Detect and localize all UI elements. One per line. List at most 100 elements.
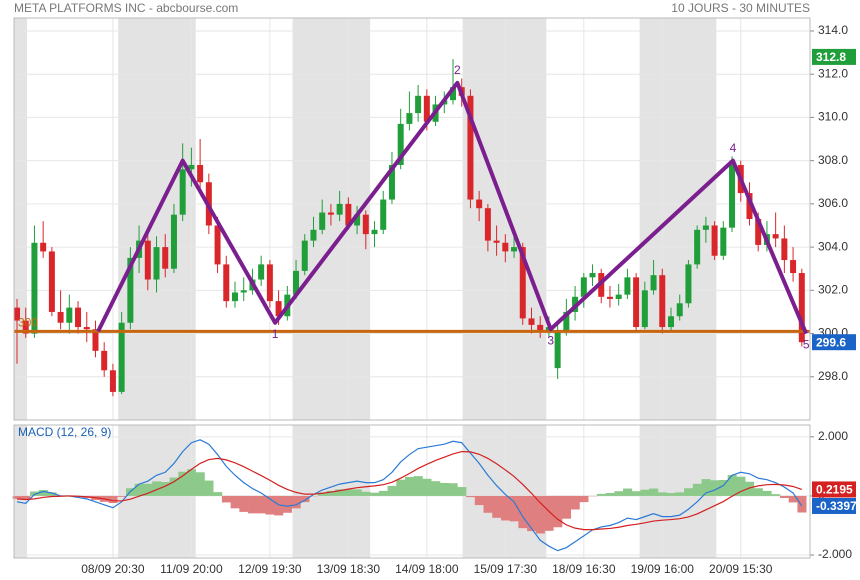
pattern-label: 2 (454, 63, 461, 77)
candle-body (266, 264, 273, 302)
x-tick-label: 14/09 18:00 (395, 562, 459, 576)
histogram-bar (439, 482, 449, 496)
candle-body (624, 277, 631, 295)
candle-body (258, 264, 265, 280)
histogram-bar (178, 471, 188, 496)
histogram-bar (762, 490, 772, 496)
histogram-bar (256, 495, 266, 514)
histogram-bar (370, 492, 380, 496)
histogram-bar (221, 495, 231, 503)
histogram-bar (466, 495, 476, 498)
histogram-bar (265, 495, 275, 515)
candle-body (729, 164, 736, 228)
candle-body (109, 370, 116, 392)
histogram-bar (30, 491, 40, 496)
histogram-bar (570, 495, 580, 510)
histogram-bar (12, 495, 22, 499)
histogram-bar (710, 480, 720, 496)
candle-body (467, 95, 474, 200)
candle-body (554, 331, 561, 369)
histogram-bar (317, 492, 327, 496)
pattern-label: 4 (730, 141, 737, 155)
price-badge (812, 334, 856, 351)
candle-body (162, 247, 169, 269)
candle-body (223, 264, 230, 302)
histogram-bar (684, 488, 694, 496)
y-tick-label: 314.0 (818, 23, 848, 37)
candle-body (75, 307, 82, 328)
candle-body (659, 275, 666, 328)
candle-body (153, 247, 160, 280)
day-shade (14, 18, 28, 420)
support-label: 300 (18, 316, 38, 330)
histogram-bar (195, 472, 205, 496)
price-badge (812, 497, 856, 514)
y-tick-label: 2.000 (818, 429, 848, 443)
candle-body (336, 203, 343, 215)
candle-body (83, 327, 90, 330)
y-tick-label: 306.0 (818, 196, 848, 210)
candle-body (493, 240, 500, 243)
candle-body (214, 225, 221, 265)
x-tick-label: 20/09 15:30 (709, 562, 773, 576)
candle-body (502, 242, 509, 252)
x-tick-label: 11/09 20:00 (160, 562, 223, 576)
histogram-bar (300, 495, 310, 503)
period: 10 JOURS - 30 MINUTES (671, 1, 810, 15)
candle-body (101, 350, 108, 371)
histogram-bar (413, 476, 423, 496)
candle-body (127, 257, 134, 323)
candle-body (589, 273, 596, 278)
candle-body (92, 329, 99, 351)
candle-body (790, 260, 797, 274)
histogram-bar (745, 481, 755, 496)
histogram-bar (47, 492, 57, 496)
histogram-bar (692, 483, 702, 496)
histogram-bar (143, 483, 153, 496)
histogram-bar (448, 483, 458, 496)
candle-body (66, 307, 73, 323)
candle-body (423, 95, 430, 122)
candle-body (397, 123, 404, 165)
candle-body (781, 238, 788, 261)
histogram-bar (396, 479, 406, 496)
candle-body (275, 301, 282, 317)
y-tick-label: 298.0 (818, 369, 848, 383)
histogram-bar (666, 492, 676, 496)
candle-body (537, 324, 544, 332)
candle-body (798, 273, 805, 343)
histogram-bar (108, 495, 118, 504)
histogram-bar (657, 492, 667, 496)
candle-body (188, 164, 195, 170)
histogram-bar (169, 477, 179, 496)
candle-body (511, 247, 518, 252)
histogram-bar (422, 478, 432, 496)
candle-body (415, 95, 422, 114)
histogram-bar (248, 495, 258, 514)
candle-body (345, 203, 352, 226)
candle-body (720, 227, 727, 256)
histogram-bar (535, 495, 545, 534)
histogram-bar (780, 495, 790, 499)
plot-frame (13, 424, 811, 559)
y-tick-label: -2.000 (818, 547, 852, 561)
histogram-bar (378, 490, 388, 496)
candle-body (746, 193, 753, 219)
candle-body (327, 212, 334, 215)
histogram-bar (500, 495, 510, 521)
histogram-bar (134, 483, 144, 496)
histogram-bar (544, 495, 554, 531)
histogram-bar (718, 479, 728, 496)
histogram-bar (727, 474, 737, 496)
y-tick-label: 308.0 (818, 153, 848, 167)
histogram-bar (291, 495, 301, 509)
histogram-bar (614, 491, 624, 496)
candle-body (57, 311, 64, 323)
candle-body (676, 303, 683, 317)
candle-body (40, 242, 47, 252)
histogram-bar (431, 481, 441, 496)
y-tick-label: 302.0 (818, 282, 848, 296)
y-tick-label: 310.0 (818, 110, 848, 124)
histogram-bar (387, 485, 397, 496)
macd-line (16, 450, 802, 531)
